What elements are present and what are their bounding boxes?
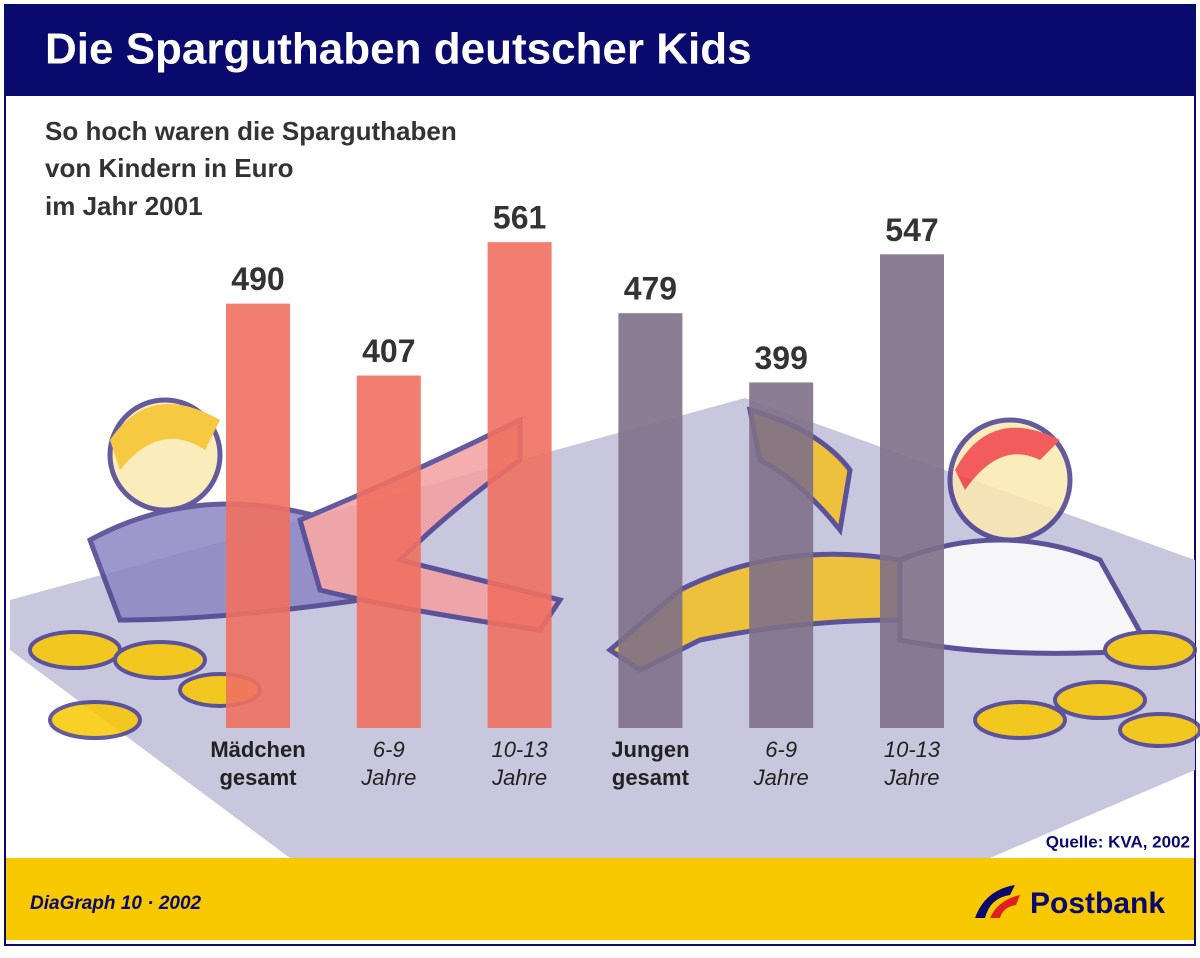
bar: [880, 254, 944, 728]
x-tick-label: 6-9: [373, 737, 405, 762]
bar: [618, 313, 683, 728]
brand-logo: [975, 885, 1020, 918]
chart-title: Die Sparguthaben deutscher Kids: [45, 25, 752, 74]
x-tick-label: Jahre: [883, 765, 939, 790]
bar: [356, 375, 421, 728]
brand: Postbank: [1030, 887, 1165, 920]
x-tick-label: Jahre: [360, 765, 416, 790]
value-label: 407: [362, 333, 415, 369]
x-tick-label: gesamt: [219, 765, 297, 790]
x-tick-label: 10-13: [491, 737, 548, 762]
footer-text: DiaGraph 10 · 2002: [30, 893, 202, 914]
x-tick-label: Mädchen: [210, 737, 305, 762]
subtitle: von Kindern in Euro: [45, 153, 293, 183]
bar: [487, 242, 552, 728]
x-tick-label: gesamt: [612, 765, 690, 790]
value-label: 490: [231, 261, 284, 297]
bar: [749, 382, 814, 728]
x-tick-label: Jahre: [491, 765, 547, 790]
x-tick-label: 10-13: [884, 737, 941, 762]
source: Quelle: KVA, 2002: [1046, 832, 1190, 851]
bar: [226, 303, 290, 728]
value-label: 561: [493, 200, 546, 236]
value-label: 479: [624, 271, 677, 307]
bars: 490 Mädchen gesamt 407 6-9 Jahre 561 10-13 Jahre…: [210, 200, 944, 790]
x-tick-label: Jahre: [753, 765, 809, 790]
subtitle: im Jahr 2001: [45, 191, 203, 221]
value-label: 547: [885, 212, 938, 248]
illustration-boy: [605, 406, 1200, 748]
header-band: [6, 6, 1194, 96]
x-tick-label: Jungen: [611, 737, 689, 762]
x-tick-label: 6-9: [765, 737, 797, 762]
value-label: 399: [755, 340, 808, 376]
subtitle: So hoch waren die Sparguthaben: [45, 116, 457, 146]
